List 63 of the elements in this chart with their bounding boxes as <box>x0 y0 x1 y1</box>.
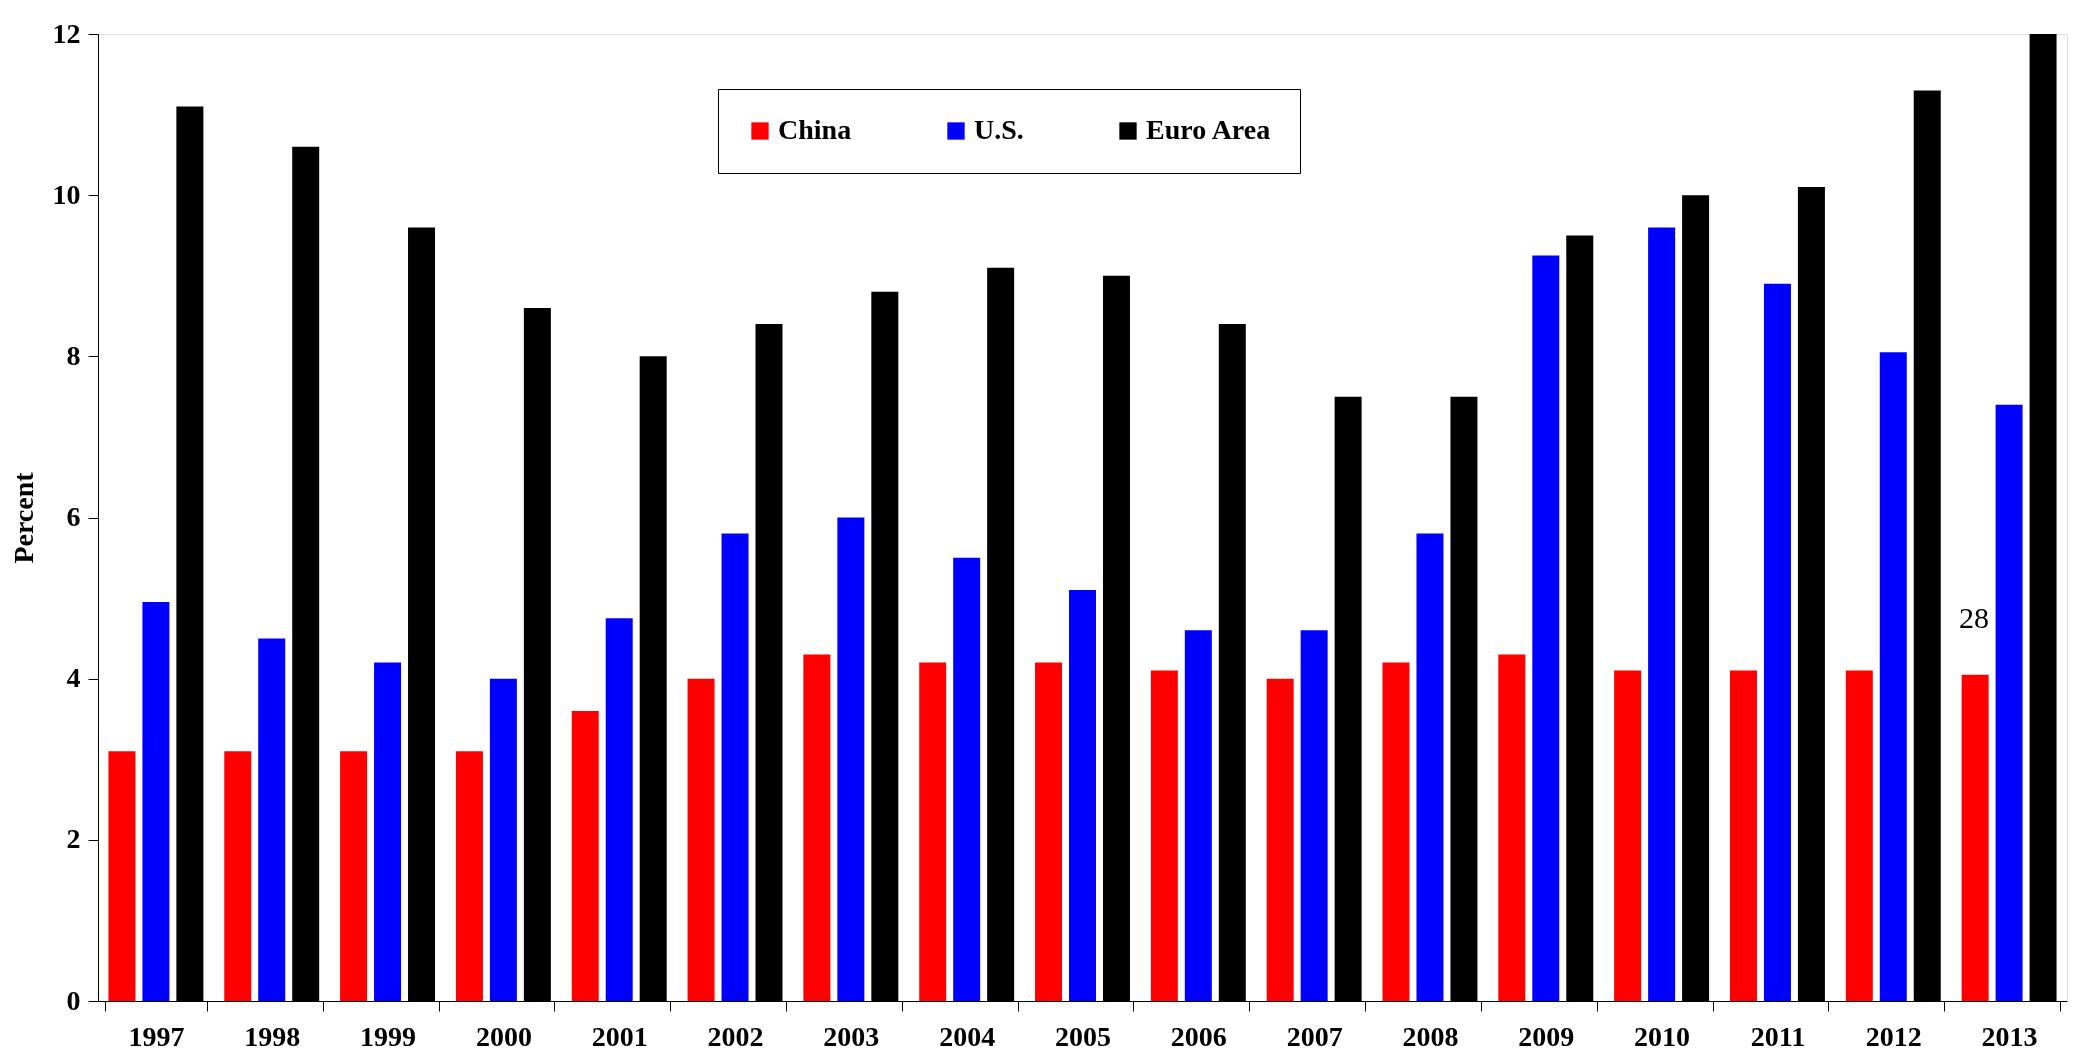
bar <box>721 533 749 1001</box>
bar <box>1069 590 1096 1001</box>
bar <box>1729 670 1757 1001</box>
bar <box>1300 630 1328 1001</box>
y-tick-label: 2 <box>66 823 81 855</box>
x-tick-label: 2000 <box>475 1020 532 1052</box>
bar <box>374 662 402 1001</box>
y-tick-label: 10 <box>52 178 81 210</box>
bar <box>803 654 831 1001</box>
x-tick-label: 2001 <box>591 1020 648 1052</box>
bar <box>605 618 633 1001</box>
bar <box>489 678 517 1001</box>
bar <box>224 751 252 1001</box>
bar <box>1648 227 1676 1001</box>
bar <box>1763 283 1791 1001</box>
bar <box>142 602 170 1001</box>
bar <box>1035 662 1063 1001</box>
bar <box>455 751 483 1001</box>
legend-label: China <box>778 114 852 145</box>
legend-label: U.S. <box>974 114 1024 145</box>
x-tick-label: 2007 <box>1286 1020 1343 1052</box>
bar <box>919 662 947 1001</box>
y-tick-label: 8 <box>66 339 81 371</box>
bar <box>1266 678 1294 1001</box>
y-axis-title: Percent <box>7 471 39 564</box>
bar <box>1150 670 1178 1001</box>
x-tick-label: 2002 <box>707 1020 764 1052</box>
bar <box>1382 662 1410 1001</box>
bar <box>571 710 599 1001</box>
x-tick-label: 1999 <box>360 1020 417 1052</box>
x-tick-label: 2006 <box>1170 1020 1227 1052</box>
bar <box>1184 630 1212 1001</box>
bar <box>108 751 136 1001</box>
x-tick-label: 1997 <box>128 1020 185 1052</box>
x-tick-label: 2012 <box>1865 1020 1922 1052</box>
bar <box>1961 674 1989 1001</box>
bar <box>1532 255 1560 1001</box>
y-tick-label: 6 <box>66 501 81 532</box>
bar <box>1498 654 1526 1001</box>
bar <box>687 678 715 1001</box>
legend-label: Euro Area <box>1146 114 1271 145</box>
bar <box>1845 670 1873 1001</box>
bar <box>1879 352 1907 1001</box>
bar <box>340 751 368 1001</box>
y-tick-label: 0 <box>66 984 81 1016</box>
x-tick-label: 2005 <box>1055 1020 1111 1052</box>
bar <box>1614 670 1642 1001</box>
y-tick-label: 4 <box>66 662 81 694</box>
bar <box>1416 533 1444 1001</box>
bar <box>1995 404 2023 1001</box>
bar <box>953 557 981 1001</box>
x-tick-label: 2011 <box>1750 1020 1806 1052</box>
x-tick-label: 2008 <box>1402 1020 1459 1052</box>
annotation: 28 <box>1959 601 1989 634</box>
x-tick-label: 2010 <box>1634 1020 1691 1052</box>
bar <box>837 517 865 1001</box>
x-tick-label: 2003 <box>823 1020 880 1052</box>
y-tick-label: 12 <box>52 17 81 49</box>
x-tick-label: 2004 <box>939 1020 996 1052</box>
x-tick-label: 2009 <box>1518 1020 1575 1052</box>
x-tick-label: 1998 <box>244 1020 301 1052</box>
x-tick-label: 2013 <box>1981 1020 2038 1052</box>
bar <box>258 638 286 1001</box>
